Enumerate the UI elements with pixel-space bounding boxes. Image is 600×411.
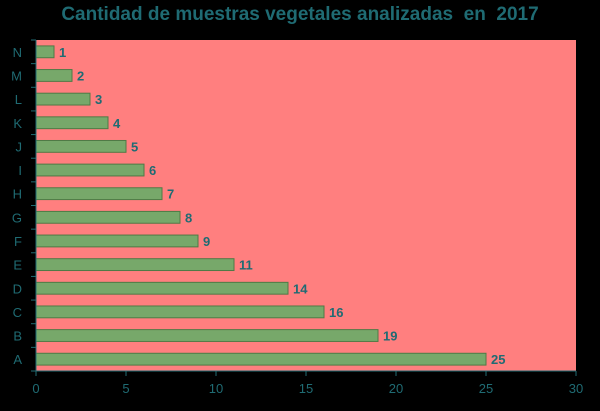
category-label-A: A (13, 352, 22, 367)
bar-J (35, 139, 127, 153)
bar-L (35, 92, 91, 106)
chart-title: Cantidad de muestras vegetales analizada… (61, 4, 539, 25)
bar-K (35, 116, 109, 130)
plot-area (36, 40, 576, 371)
category-label-G: G (12, 210, 22, 225)
bar-I (35, 163, 145, 177)
bar-C (35, 305, 325, 319)
category-label-F: F (14, 234, 22, 249)
bar-N (35, 45, 55, 59)
bar-G (35, 210, 181, 224)
category-label-J: J (16, 139, 23, 154)
data-label-B: 19 (383, 329, 397, 344)
category-label-N: N (13, 45, 22, 60)
data-label-H: 7 (167, 187, 174, 202)
bar-A (35, 352, 487, 366)
category-label-K: K (13, 116, 22, 131)
x-tick-label-30: 30 (569, 381, 583, 396)
bar-H (35, 187, 163, 201)
category-label-L: L (15, 92, 22, 107)
data-label-D: 14 (293, 281, 308, 296)
data-label-G: 8 (185, 210, 192, 225)
x-tick-label-10: 10 (209, 381, 223, 396)
data-label-E: 11 (239, 258, 253, 273)
category-label-C: C (13, 305, 22, 320)
data-label-K: 4 (113, 116, 121, 131)
category-label-M: M (11, 68, 22, 83)
bar-E (35, 258, 235, 272)
data-label-M: 2 (77, 68, 84, 83)
data-label-F: 9 (203, 234, 210, 249)
data-label-I: 6 (149, 163, 156, 178)
bar-M (35, 69, 73, 82)
bar-B (35, 329, 379, 342)
x-tick-label-0: 0 (32, 381, 39, 396)
x-tick-label-15: 15 (299, 381, 313, 396)
x-tick-label-20: 20 (389, 381, 403, 396)
bar-F (35, 234, 199, 248)
data-label-N: 1 (59, 45, 66, 60)
category-label-B: B (13, 329, 22, 344)
x-tick-label-25: 25 (479, 381, 493, 396)
data-label-J: 5 (131, 139, 138, 154)
data-label-C: 16 (329, 305, 343, 320)
category-label-I: I (18, 163, 22, 178)
category-label-H: H (13, 187, 22, 202)
category-label-D: D (13, 281, 22, 296)
x-tick-label-5: 5 (122, 381, 129, 396)
category-label-E: E (13, 258, 22, 273)
data-label-A: 25 (491, 352, 505, 367)
bar-D (35, 281, 289, 295)
data-label-L: 3 (95, 92, 102, 107)
